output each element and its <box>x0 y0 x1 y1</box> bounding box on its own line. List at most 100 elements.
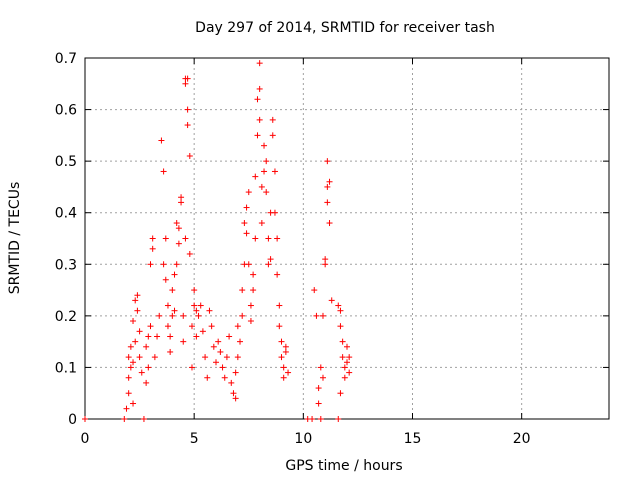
data-point <box>143 343 150 350</box>
data-point <box>175 225 182 232</box>
data-points <box>82 60 353 422</box>
data-point <box>164 302 171 309</box>
data-point <box>263 189 270 196</box>
data-point <box>215 338 222 345</box>
data-point <box>125 374 132 381</box>
data-point <box>184 122 191 129</box>
data-point <box>282 343 289 350</box>
data-point <box>309 416 316 422</box>
data-point <box>184 75 191 82</box>
data-point <box>267 256 274 263</box>
data-point <box>346 369 353 376</box>
data-point <box>317 364 324 371</box>
data-point <box>315 400 322 407</box>
data-point <box>265 261 272 268</box>
data-point <box>136 328 143 335</box>
data-point <box>184 106 191 113</box>
data-point <box>191 302 198 309</box>
data-point <box>162 276 169 283</box>
data-point <box>167 333 174 340</box>
data-point <box>145 364 152 371</box>
plot-frame <box>84 57 610 420</box>
data-point <box>239 312 246 319</box>
data-point <box>191 287 198 294</box>
data-point <box>271 168 278 175</box>
data-point <box>261 142 268 149</box>
data-point <box>243 204 250 211</box>
data-point <box>278 354 285 361</box>
data-point <box>280 364 287 371</box>
data-point <box>254 132 261 139</box>
data-point <box>154 333 161 340</box>
data-point <box>274 271 281 278</box>
data-point <box>127 343 134 350</box>
data-point <box>149 235 156 242</box>
data-point <box>173 261 180 268</box>
data-point <box>136 354 143 361</box>
data-point <box>134 292 141 299</box>
data-point <box>232 369 239 376</box>
data-point <box>344 359 350 366</box>
data-point <box>239 287 246 294</box>
data-point <box>317 416 324 422</box>
data-point <box>252 235 259 242</box>
y-tick-label: 0.1 <box>55 360 77 376</box>
data-point <box>164 323 171 330</box>
axis-ticks <box>84 57 609 420</box>
data-point <box>230 390 237 397</box>
data-point <box>256 116 263 123</box>
data-point <box>140 416 147 422</box>
data-point <box>210 343 217 350</box>
data-point <box>169 312 176 319</box>
data-point <box>219 364 226 371</box>
y-tick-label: 0.5 <box>55 154 77 170</box>
data-point <box>186 152 193 159</box>
data-point <box>130 359 137 366</box>
data-point <box>265 235 272 242</box>
data-point <box>250 287 257 294</box>
data-point <box>326 178 333 185</box>
data-point <box>256 60 263 67</box>
data-point <box>247 302 254 309</box>
data-point <box>311 287 318 294</box>
x-tick-label: 0 <box>81 431 90 447</box>
data-point <box>162 235 169 242</box>
data-point <box>274 235 281 242</box>
data-point <box>173 220 180 227</box>
data-point <box>258 183 265 190</box>
data-point <box>188 364 195 371</box>
data-point <box>335 416 342 422</box>
data-point <box>324 183 331 190</box>
data-point <box>208 323 215 330</box>
data-point <box>276 302 283 309</box>
data-point <box>193 333 200 340</box>
data-point <box>339 354 346 361</box>
data-point <box>178 199 185 206</box>
data-point <box>175 240 182 247</box>
data-point <box>328 297 335 304</box>
x-tick-labels: 0 5 10 15 20 <box>81 431 531 447</box>
data-point <box>276 323 283 330</box>
data-point <box>223 354 230 361</box>
data-point <box>195 312 202 319</box>
data-point <box>206 307 213 314</box>
data-point <box>178 194 185 201</box>
data-point <box>202 354 209 361</box>
data-point <box>171 271 178 278</box>
data-point <box>344 343 350 350</box>
data-point <box>243 230 250 237</box>
data-point <box>143 379 150 386</box>
data-point <box>335 302 342 309</box>
data-point <box>337 390 344 397</box>
data-point <box>252 173 259 180</box>
data-point <box>322 261 329 268</box>
data-point <box>145 333 152 340</box>
data-point <box>147 261 154 268</box>
data-point <box>232 395 239 402</box>
x-tick-label: 5 <box>190 431 199 447</box>
data-point <box>158 137 165 144</box>
data-point <box>261 168 268 175</box>
data-point <box>228 379 235 386</box>
data-point <box>346 354 353 361</box>
data-point <box>217 348 224 355</box>
